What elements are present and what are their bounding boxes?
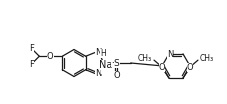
Text: CH₃: CH₃	[137, 54, 151, 63]
Text: Na: Na	[98, 60, 111, 70]
Text: F: F	[29, 44, 34, 53]
Text: O: O	[158, 63, 165, 72]
Text: ⁻: ⁻	[100, 68, 104, 74]
Text: O: O	[186, 63, 192, 72]
Text: F: F	[29, 60, 34, 69]
Text: S: S	[113, 58, 119, 67]
Text: N: N	[166, 50, 173, 59]
Text: CH₃: CH₃	[199, 54, 213, 63]
Text: O: O	[47, 52, 53, 61]
Text: N: N	[95, 48, 101, 57]
Text: H: H	[100, 49, 106, 58]
Text: O: O	[113, 71, 119, 79]
Text: +: +	[111, 58, 117, 67]
Text: N: N	[95, 69, 101, 78]
